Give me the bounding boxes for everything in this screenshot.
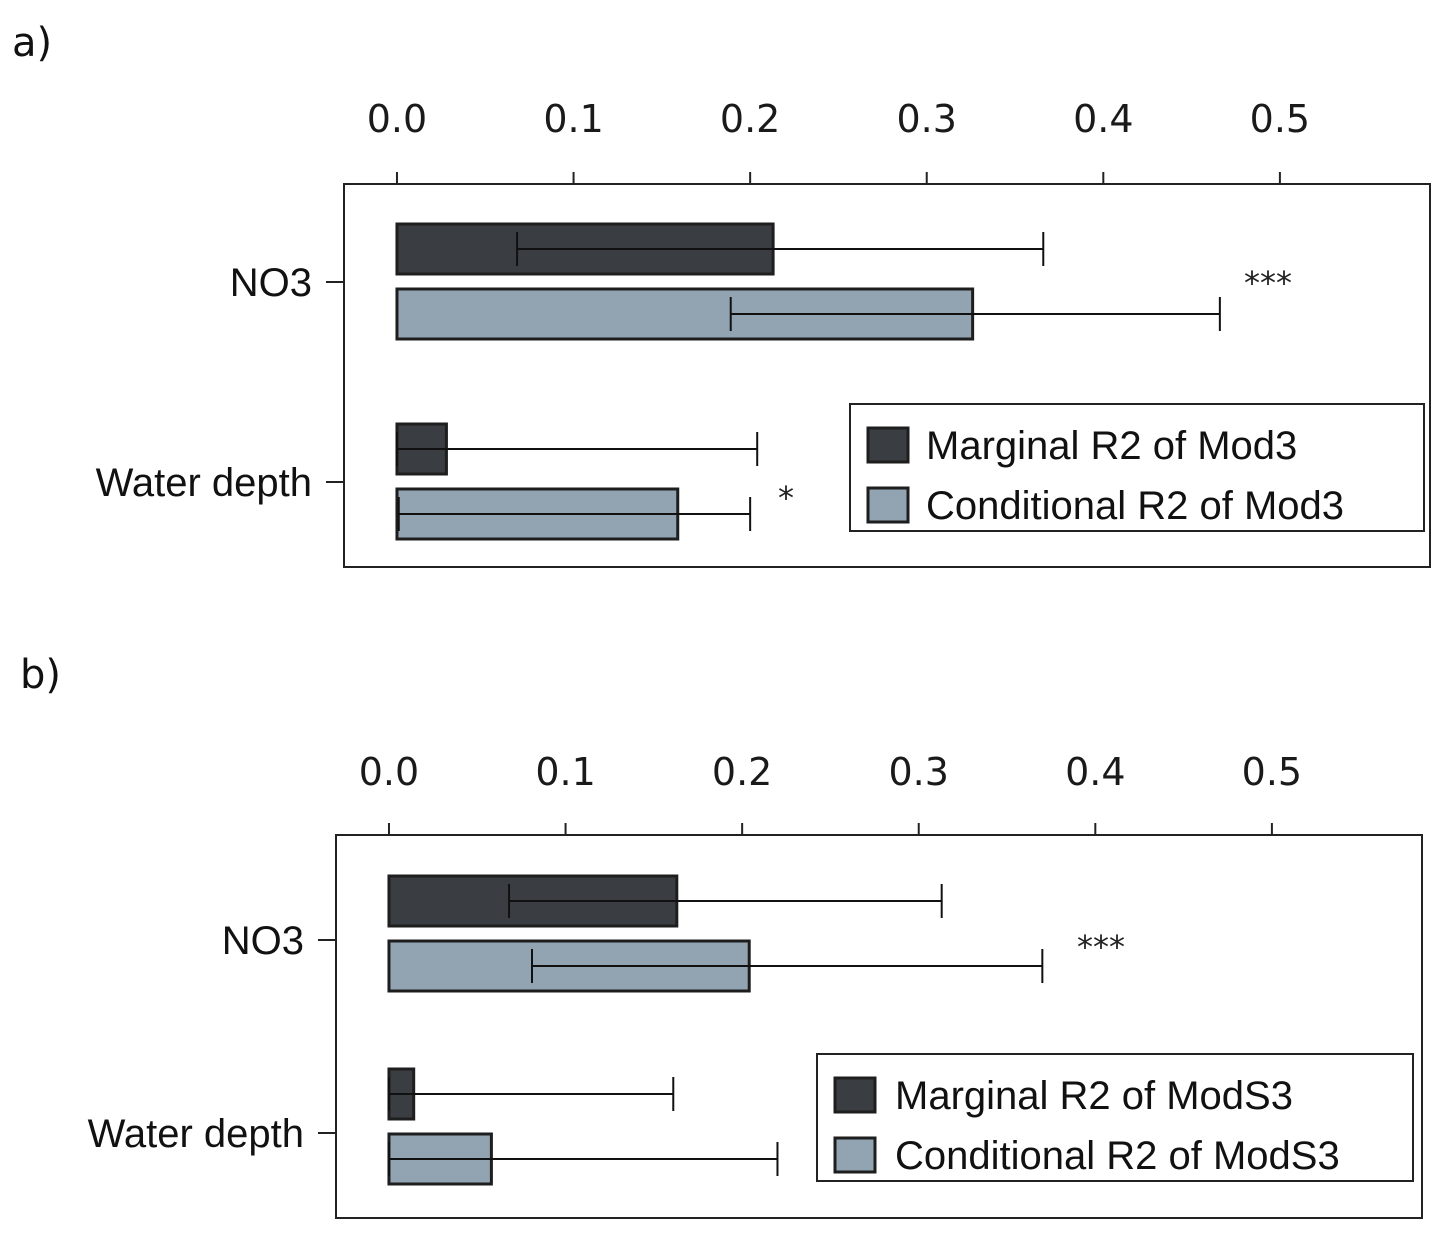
- legend-label: Conditional R2 of ModS3: [895, 1134, 1340, 1178]
- x-tick-label: 0.4: [1065, 750, 1125, 794]
- category-label: NO3: [230, 261, 312, 305]
- x-tick-label: 0.5: [1242, 750, 1302, 794]
- significance-mark: ***: [1244, 264, 1292, 302]
- x-tick-label: 0.3: [889, 750, 949, 794]
- significance-mark: ***: [1077, 928, 1125, 966]
- category-label: NO3: [222, 919, 304, 963]
- legend-box: [816, 1053, 1414, 1182]
- x-tick-label: 0.4: [1073, 97, 1133, 141]
- legend-swatch: [833, 1076, 877, 1114]
- x-tick-label: 0.2: [712, 750, 772, 794]
- legend-label: Marginal R2 of Mod3: [926, 424, 1297, 468]
- category-label: Water depth: [88, 1112, 304, 1156]
- x-tick-label: 0.1: [543, 97, 603, 141]
- legend-swatch: [866, 486, 910, 524]
- legend-box: [849, 403, 1425, 532]
- plot-frame: [335, 834, 1423, 1219]
- category-label: Water depth: [96, 461, 312, 505]
- x-tick-label: 0.0: [359, 750, 419, 794]
- legend-label: Conditional R2 of Mod3: [926, 484, 1344, 528]
- panel-a-label: a): [12, 20, 52, 66]
- significance-mark: *: [778, 479, 794, 517]
- legend-swatch: [866, 426, 910, 464]
- panel-b-label: b): [20, 652, 61, 698]
- plot-frame: [343, 183, 1431, 568]
- x-tick-label: 0.0: [367, 97, 427, 141]
- panel-b-chart: 0.0 0.1 0.2 0.3 0.4 0.5 NO3 Water depth *** Margi…: [88, 750, 1423, 1219]
- x-tick-label: 0.3: [897, 97, 957, 141]
- x-tick-label: 0.2: [720, 97, 780, 141]
- x-tick-label: 0.5: [1250, 97, 1310, 141]
- x-tick-label: 0.1: [535, 750, 595, 794]
- legend-swatch: [833, 1136, 877, 1174]
- legend-label: Marginal R2 of ModS3: [895, 1074, 1293, 1118]
